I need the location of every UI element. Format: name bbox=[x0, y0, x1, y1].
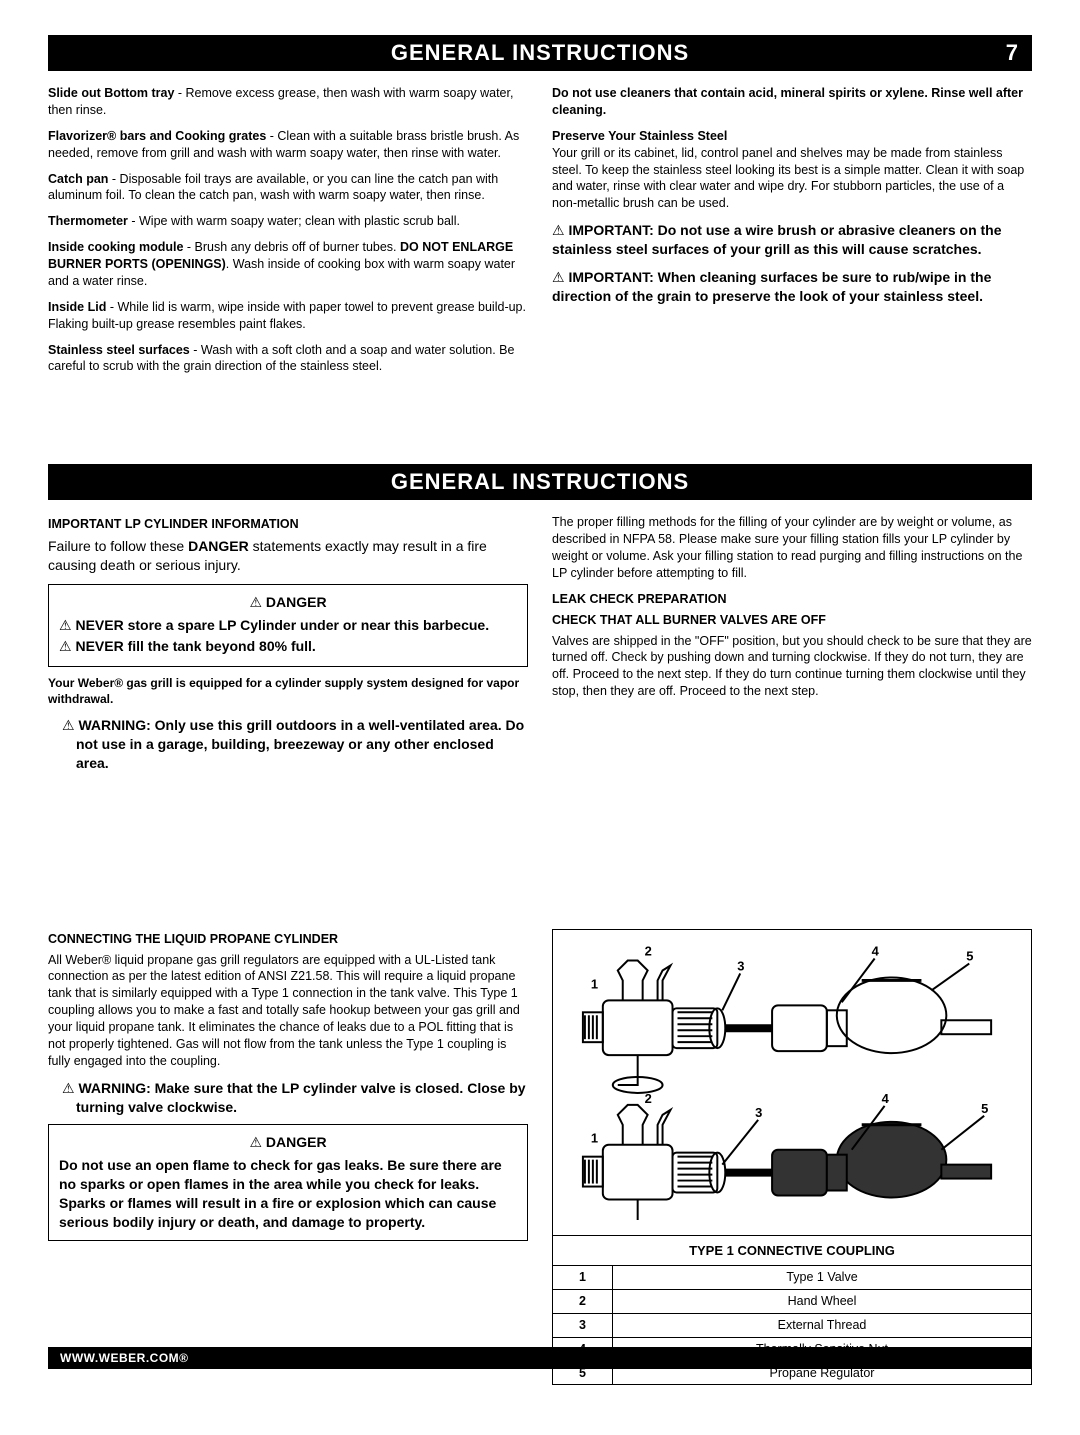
danger-box: DANGER NEVER store a spare LP Cylinder u… bbox=[48, 584, 528, 667]
warning-icon bbox=[59, 617, 75, 633]
bold-term: Stainless steel surfaces bbox=[48, 343, 190, 357]
col-left-3: CONNECTING THE LIQUID PROPANE CYLINDER A… bbox=[48, 929, 528, 1386]
body-text: All Weber® liquid propane gas grill regu… bbox=[48, 952, 528, 1070]
footer-bar: WWW.WEBER.COM® bbox=[48, 1347, 1032, 1369]
danger-text: NEVER fill the tank beyond 80% full. bbox=[75, 638, 315, 654]
svg-text:5: 5 bbox=[981, 1100, 988, 1115]
svg-text:3: 3 bbox=[755, 1104, 762, 1119]
bold-term: DANGER bbox=[188, 538, 249, 554]
col-right-2: The proper filling methods for the filli… bbox=[552, 514, 1032, 778]
body-text: Your grill or its cabinet, lid, control … bbox=[552, 145, 1032, 213]
page: GENERAL INSTRUCTIONS 7 Slide out Bottom … bbox=[0, 0, 1080, 1435]
part-num: 2 bbox=[553, 1289, 613, 1313]
section-heading: LEAK CHECK PREPARATION bbox=[552, 591, 1032, 608]
warning-text: WARNING: Make sure that the LP cylinder … bbox=[76, 1080, 526, 1115]
diagram-caption: TYPE 1 CONNECTIVE COUPLING bbox=[552, 1236, 1032, 1267]
danger-box-2: DANGER Do not use an open flame to check… bbox=[48, 1124, 528, 1240]
header-bar-1: GENERAL INSTRUCTIONS 7 bbox=[48, 35, 1032, 71]
part-num: 1 bbox=[553, 1266, 613, 1289]
warning-text: IMPORTANT: Do not use a wire brush or ab… bbox=[552, 222, 1002, 257]
body-text: - Wipe with warm soapy water; clean with… bbox=[128, 214, 460, 228]
danger-text: NEVER store a spare LP Cylinder under or… bbox=[75, 617, 489, 633]
body-text: - Brush any debris off of burner tubes. bbox=[183, 240, 400, 254]
section-heading: CONNECTING THE LIQUID PROPANE CYLINDER bbox=[48, 931, 528, 948]
diagram-box: 1 2 3 4 5 bbox=[552, 929, 1032, 1236]
bold-note: Your Weber® gas grill is equipped for a … bbox=[48, 675, 528, 707]
danger-text: Do not use an open flame to check for ga… bbox=[59, 1156, 517, 1232]
part-name: Hand Wheel bbox=[613, 1289, 1032, 1313]
svg-text:3: 3 bbox=[737, 958, 744, 973]
warning-icon bbox=[249, 594, 265, 610]
warning-icon bbox=[59, 638, 75, 654]
svg-text:2: 2 bbox=[645, 943, 652, 958]
page-number: 7 bbox=[1006, 40, 1018, 66]
bold-term: Slide out Bottom tray bbox=[48, 86, 174, 100]
footer-text: WWW.WEBER.COM® bbox=[60, 1351, 189, 1365]
bold-term: Thermometer bbox=[48, 214, 128, 228]
part-name: External Thread bbox=[613, 1313, 1032, 1337]
danger-title: DANGER bbox=[266, 594, 327, 610]
warning-icon bbox=[249, 1134, 265, 1150]
warning-icon bbox=[552, 269, 568, 285]
bold-term: Catch pan bbox=[48, 172, 108, 186]
body-text: - While lid is warm, wipe inside with pa… bbox=[48, 300, 526, 331]
warning-icon bbox=[62, 1080, 78, 1096]
warning-icon bbox=[62, 717, 78, 733]
col-left-1: Slide out Bottom tray - Remove excess gr… bbox=[48, 85, 528, 384]
svg-text:5: 5 bbox=[966, 948, 973, 963]
part-num: 3 bbox=[553, 1313, 613, 1337]
svg-text:1: 1 bbox=[591, 1130, 598, 1145]
svg-text:2: 2 bbox=[645, 1091, 652, 1106]
section-1: Slide out Bottom tray - Remove excess gr… bbox=[48, 85, 1032, 384]
warning-text: IMPORTANT: When cleaning surfaces be sur… bbox=[552, 269, 991, 304]
svg-text:4: 4 bbox=[882, 1091, 890, 1106]
body-text: - Disposable foil trays are available, o… bbox=[48, 172, 498, 203]
warning-icon bbox=[552, 222, 568, 238]
svg-text:1: 1 bbox=[591, 976, 598, 991]
header-bar-2: GENERAL INSTRUCTIONS bbox=[48, 464, 1032, 500]
warning-text: WARNING: Only use this grill outdoors in… bbox=[76, 717, 524, 771]
svg-text:4: 4 bbox=[872, 943, 880, 958]
header-title-1: GENERAL INSTRUCTIONS bbox=[391, 40, 689, 66]
coupling-diagram: 1 2 3 4 5 bbox=[563, 940, 1021, 1220]
section-2: IMPORTANT LP CYLINDER INFORMATION Failur… bbox=[48, 514, 1032, 778]
col-left-2: IMPORTANT LP CYLINDER INFORMATION Failur… bbox=[48, 514, 528, 778]
col-right-3: 1 2 3 4 5 bbox=[552, 929, 1032, 1386]
bold-term: Inside Lid bbox=[48, 300, 106, 314]
section-heading: IMPORTANT LP CYLINDER INFORMATION bbox=[48, 516, 528, 533]
body-text: Valves are shipped in the "OFF" position… bbox=[552, 633, 1032, 701]
bold-text: Do not use cleaners that contain acid, m… bbox=[552, 85, 1032, 119]
body-text: The proper filling methods for the filli… bbox=[552, 514, 1032, 582]
bold-term: Flavorizer® bars and Cooking grates bbox=[48, 129, 266, 143]
body-text: Failure to follow these bbox=[48, 538, 188, 554]
sub-heading: Preserve Your Stainless Steel bbox=[552, 128, 1032, 145]
col-right-1: Do not use cleaners that contain acid, m… bbox=[552, 85, 1032, 384]
header-title-2: GENERAL INSTRUCTIONS bbox=[391, 469, 689, 495]
section-3: CONNECTING THE LIQUID PROPANE CYLINDER A… bbox=[48, 929, 1032, 1386]
section-heading: CHECK THAT ALL BURNER VALVES ARE OFF bbox=[552, 612, 1032, 629]
bold-term: Inside cooking module bbox=[48, 240, 183, 254]
danger-title: DANGER bbox=[266, 1134, 327, 1150]
part-name: Type 1 Valve bbox=[613, 1266, 1032, 1289]
